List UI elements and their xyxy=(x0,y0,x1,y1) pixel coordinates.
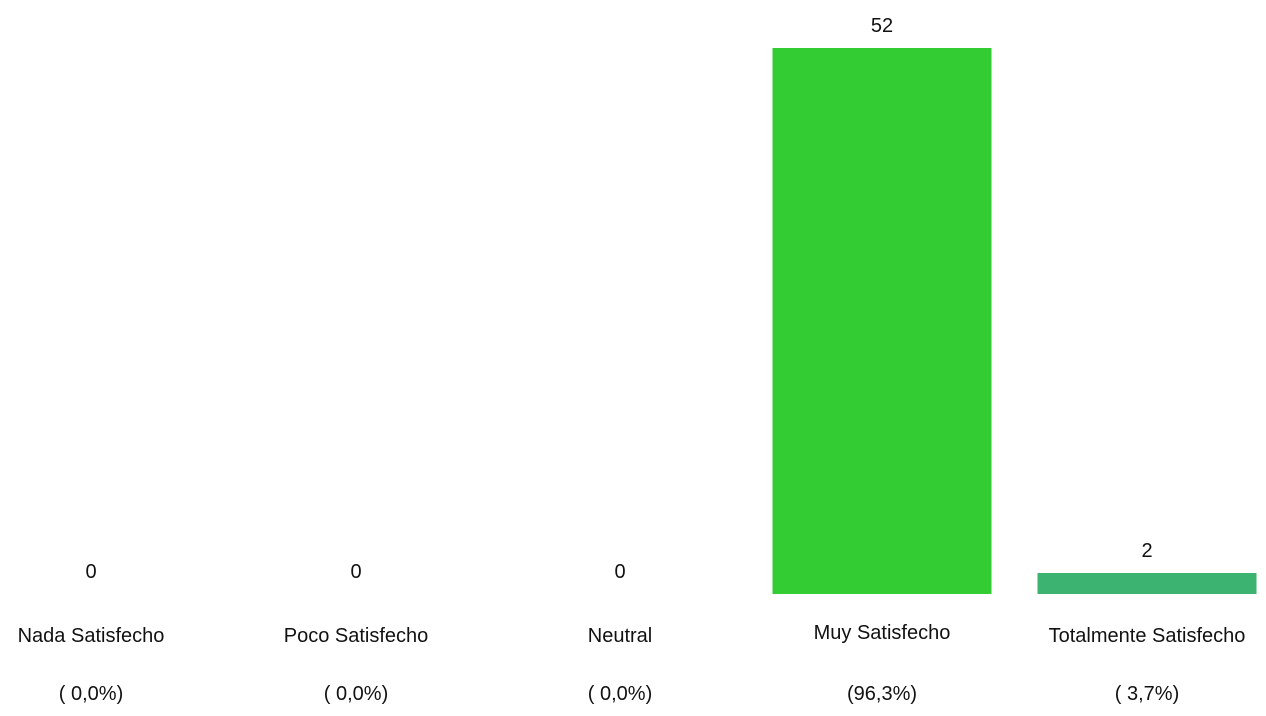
value-labels-layer: 0 0 0 52 2 xyxy=(85,15,1152,583)
value-label-1: 0 xyxy=(350,561,361,583)
value-label-2: 0 xyxy=(614,561,625,583)
category-label-1: Poco Satisfecho xyxy=(284,625,429,647)
category-label-4: Totalmente Satisfecho xyxy=(1049,625,1246,647)
percent-label-3: (96,3%) xyxy=(847,683,917,705)
category-label-2: Neutral xyxy=(588,625,652,647)
percent-labels-layer: ( 0,0%) ( 0,0%) ( 0,0%) (96,3%) ( 3,7%) xyxy=(59,683,1179,705)
value-label-3: 52 xyxy=(871,15,893,37)
category-label-3: Muy Satisfecho xyxy=(814,622,951,644)
percent-label-1: ( 0,0%) xyxy=(324,683,388,705)
bar-3 xyxy=(772,48,992,594)
category-labels-layer: Nada Satisfecho Poco Satisfecho Neutral Muy… xyxy=(18,622,1246,647)
bar-4 xyxy=(1037,573,1257,594)
percent-label-2: ( 0,0%) xyxy=(588,683,652,705)
bars-layer xyxy=(772,48,1257,594)
value-label-0: 0 xyxy=(85,561,96,583)
percent-label-4: ( 3,7%) xyxy=(1115,683,1179,705)
value-label-4: 2 xyxy=(1141,540,1152,562)
percent-label-0: ( 0,0%) xyxy=(59,683,123,705)
category-label-0: Nada Satisfecho xyxy=(18,625,165,647)
